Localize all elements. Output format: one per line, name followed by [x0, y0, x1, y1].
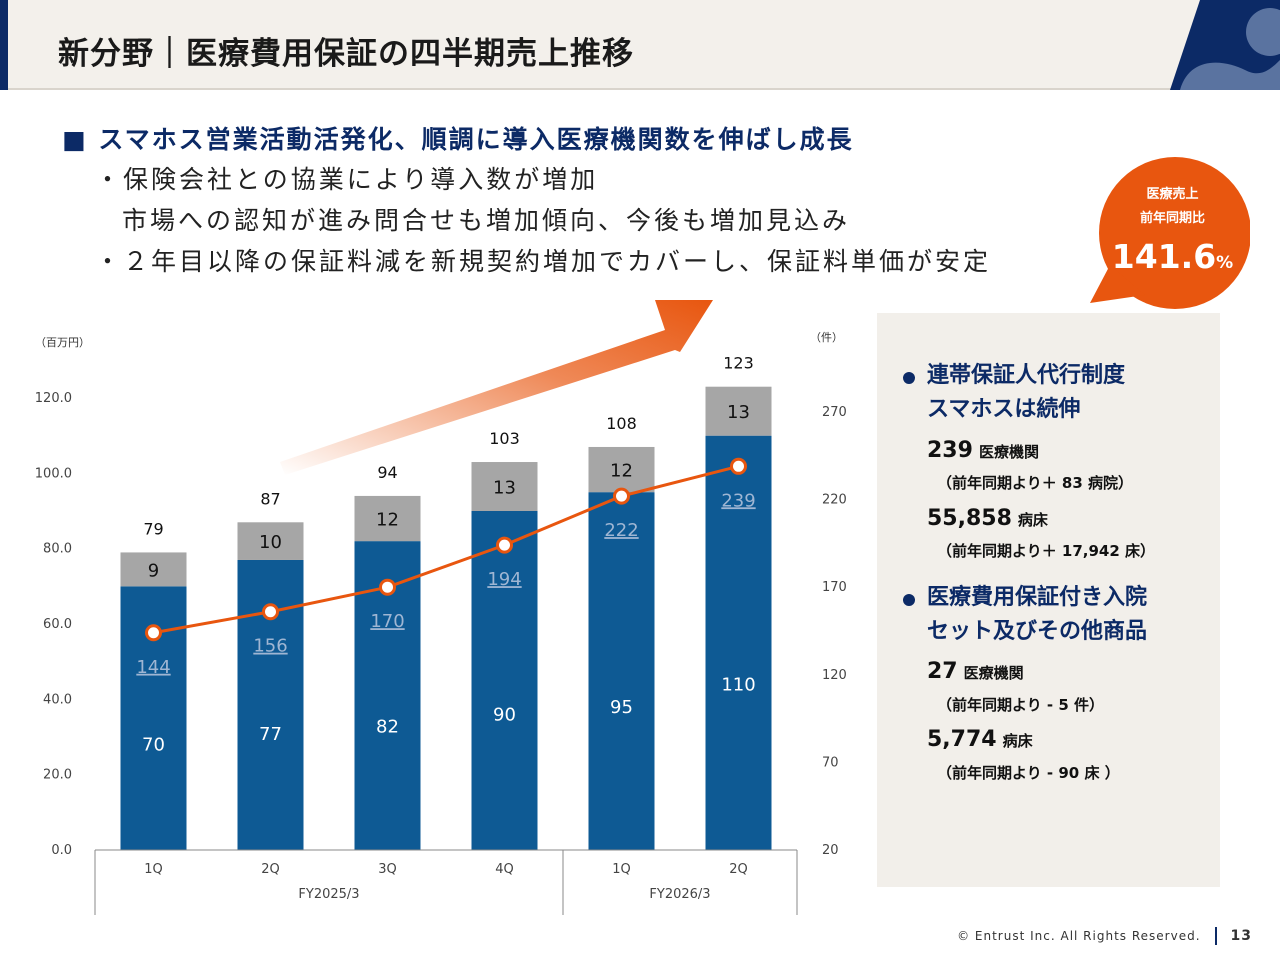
- section-2-title: 医療費用保証付き入院 セット及びその他商品: [927, 585, 1148, 644]
- left-axis-tick: 100.0: [35, 466, 72, 481]
- bubble-unit: %: [1216, 253, 1234, 273]
- bar-label-main: 110: [721, 674, 755, 695]
- line-point-label: 170: [370, 611, 404, 632]
- section-1-stat-1: 239 医療機関: [927, 438, 1039, 463]
- accent-bar: [0, 0, 8, 90]
- x-axis-group-label: FY2026/3: [649, 887, 710, 902]
- logo-decoration: [1170, 0, 1280, 90]
- bar-segment-other: [471, 462, 538, 511]
- bar-label-other: 10: [259, 532, 282, 553]
- headline: ■ スマホス営業活動活発化、順調に導入医療機関数を伸ばし成長: [62, 125, 854, 154]
- line-point-label: 144: [136, 657, 170, 678]
- x-axis-tick: 1Q: [144, 862, 163, 877]
- line-point: [379, 578, 396, 596]
- bar-segment-other: [705, 386, 772, 436]
- bar-total-label: 94: [377, 463, 397, 482]
- bar-label-other: 13: [727, 402, 750, 423]
- bullet-dot: [903, 372, 915, 384]
- section-1-note-2: （前年同期より＋ 17,942 床）: [937, 542, 1156, 560]
- bullet-1: ・保険会社との協業により導入数が増加: [95, 165, 599, 194]
- line-series: [153, 464, 739, 635]
- right-axis-tick: 120: [822, 668, 847, 683]
- bar-segment-other: [237, 522, 304, 560]
- bar-label-other: 12: [376, 510, 399, 531]
- bubble-value: 141.6: [1111, 237, 1217, 276]
- copyright: © Entrust Inc. All Rights Reserved.: [957, 929, 1201, 943]
- bar-label-other: 13: [493, 478, 516, 499]
- bar-segment-other: [354, 495, 421, 542]
- left-axis-tick: 60.0: [43, 617, 72, 632]
- growth-arrow: [280, 300, 713, 475]
- x-axis-tick: 2Q: [261, 862, 280, 877]
- bar-label-main: 77: [259, 724, 282, 745]
- bubble-label-1: 医療売上: [1146, 187, 1199, 202]
- bubble-shape: [1090, 157, 1250, 309]
- line-point: [145, 624, 162, 642]
- left-axis-tick: 40.0: [43, 692, 72, 707]
- page-title: 新分野｜医療費用保証の四半期売上推移: [58, 36, 634, 72]
- bar-segment-main: [705, 435, 772, 850]
- bar-total-label: 108: [606, 414, 637, 433]
- footer: © Entrust Inc. All Rights Reserved. 13: [957, 927, 1252, 945]
- x-axis-tick: 4Q: [495, 862, 514, 877]
- bar-segment-other: [588, 446, 655, 493]
- bullet-1-cont: 市場への認知が進み問合せも増加傾向、今後も増加見込み: [122, 206, 851, 235]
- right-axis-tick: 220: [822, 493, 847, 508]
- line-point-label: 222: [604, 520, 638, 541]
- section-2-stat-1: 27 医療機関: [927, 659, 1024, 684]
- x-axis-tick: 2Q: [729, 862, 748, 877]
- section-2-note-2: （前年同期より - 90 床 ）: [937, 764, 1120, 782]
- header: 新分野｜医療費用保証の四半期売上推移: [0, 0, 1280, 90]
- x-axis-tick: 3Q: [378, 862, 397, 877]
- line-point-label: 194: [487, 569, 521, 590]
- right-axis-tick: 270: [822, 405, 847, 420]
- left-axis-tick: 0.0: [51, 843, 72, 858]
- left-axis-tick: 80.0: [43, 542, 72, 557]
- bar-label-main: 95: [610, 697, 633, 718]
- section-2-note-1: （前年同期より - 5 件）: [937, 696, 1105, 714]
- left-axis-label: （百万円）: [35, 336, 90, 349]
- section-1-note-1: （前年同期より＋ 83 病院）: [937, 474, 1134, 492]
- line-point: [730, 457, 747, 475]
- chart: （百万円） （件） 0.0 20.0 40.0 60.0 80.0 100.0 120.0 2…: [35, 300, 847, 915]
- info-panel: 連帯保証人代行制度 スマホスは続伸 239 医療機関 （前年同期より＋ 83 病院）…: [877, 313, 1220, 887]
- page-number: 13: [1230, 928, 1252, 944]
- line-point: [496, 536, 513, 554]
- left-axis-tick: 20.0: [43, 768, 72, 783]
- yoy-bubble: 医療売上 前年同期比 141.6%: [1085, 155, 1250, 320]
- bar-label-main: 70: [142, 735, 165, 756]
- bullet-dot: [903, 594, 915, 606]
- bar-label-main: 82: [376, 716, 399, 737]
- line-point-label: 239: [721, 490, 755, 511]
- bar-segment-other: [120, 552, 187, 587]
- bar-segment-main: [471, 511, 538, 850]
- left-axis-tick: 120.0: [35, 391, 72, 406]
- divider: [1214, 927, 1217, 945]
- x-axis-group-label: FY2025/3: [298, 887, 359, 902]
- right-axis-tick: 70: [822, 755, 839, 770]
- bar-total-label: 103: [489, 429, 520, 448]
- bullet-2: ・２年目以降の保証料減を新規契約増加でカバーし、保証料単価が安定: [95, 247, 992, 276]
- bubble-label-2: 前年同期比: [1139, 211, 1205, 226]
- bar-segment-main: [588, 492, 655, 850]
- bar-total-label: 79: [143, 519, 163, 538]
- line-point: [262, 603, 279, 621]
- section-2-stat-2: 5,774 病床: [927, 727, 1033, 752]
- x-axis-tick: 1Q: [612, 862, 631, 877]
- line-point: [613, 487, 630, 505]
- bar-total-label: 87: [260, 489, 280, 508]
- section-1-title: 連帯保証人代行制度 スマホスは続伸: [927, 363, 1126, 422]
- right-axis-tick: 170: [822, 580, 847, 595]
- bar-label-other: 9: [148, 560, 159, 581]
- bar-total-label: 123: [723, 354, 754, 373]
- right-axis-label: （件）: [810, 331, 843, 344]
- right-axis-tick: 20: [822, 843, 839, 858]
- bar-label-main: 90: [493, 704, 516, 725]
- section-1-stat-2: 55,858 病床: [927, 506, 1048, 531]
- line-point-label: 156: [253, 636, 287, 657]
- bar-label-other: 12: [610, 461, 633, 482]
